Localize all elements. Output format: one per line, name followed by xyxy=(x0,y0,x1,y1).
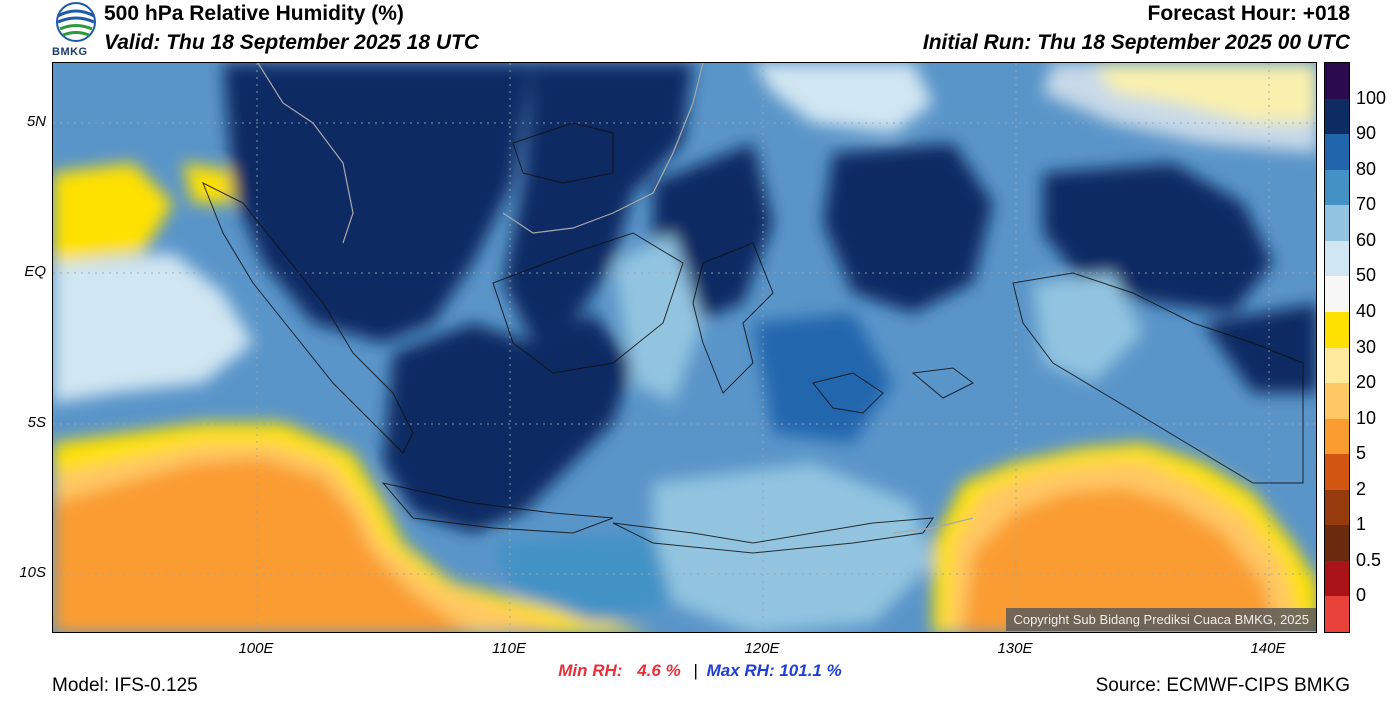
copyright-notice: Copyright Sub Bidang Prediksi Cuaca BMKG… xyxy=(1006,608,1316,631)
colorbar-label: 70 xyxy=(1356,194,1377,215)
logo-text: BMKG xyxy=(52,46,88,58)
humidity-map xyxy=(52,62,1317,633)
colorbar-segment xyxy=(1325,63,1349,99)
colorbar-label: 40 xyxy=(1356,300,1377,321)
forecast-hour: Forecast Hour: +018 xyxy=(1147,2,1351,25)
colorbar-segment xyxy=(1325,169,1349,206)
lon-label-130e: 130E xyxy=(997,640,1033,657)
colorbar-label: 60 xyxy=(1356,229,1377,250)
lat-label-eq: EQ xyxy=(24,263,46,280)
max-rh-label: Max RH: xyxy=(706,661,775,680)
colorbar-label: 90 xyxy=(1356,123,1377,144)
map-title: 500 hPa Relative Humidity (%) xyxy=(104,2,404,25)
colorbar-label: 50 xyxy=(1356,265,1377,286)
lat-label-5s: 5S xyxy=(27,414,46,431)
rh-stats: Min RH: 4.6 % | Max RH: 101.1 % xyxy=(0,661,1400,681)
colorbar-label: 1 xyxy=(1356,514,1367,535)
colorbar-segment xyxy=(1325,418,1349,455)
initial-run: Initial Run: Thu 18 September 2025 00 UT… xyxy=(922,31,1350,54)
min-rh-label: Min RH: xyxy=(558,661,623,680)
colorbar-label: 5 xyxy=(1356,443,1367,464)
colorbar-segment xyxy=(1325,240,1349,277)
colorbar-segment xyxy=(1325,525,1349,561)
data-source: Source: ECMWF-CIPS BMKG xyxy=(1095,675,1350,696)
colorbar-segment xyxy=(1325,205,1349,241)
colorbar-label: 100 xyxy=(1356,87,1387,108)
colorbar-segment xyxy=(1325,596,1349,632)
colorbar-segment xyxy=(1325,311,1349,348)
colorbar-segment xyxy=(1325,276,1349,312)
colorbar-label: 20 xyxy=(1356,372,1377,393)
model-info: Model: IFS-0.125 xyxy=(52,675,198,696)
colorbar-label: 0 xyxy=(1356,585,1367,606)
valid-time: Valid: Thu 18 September 2025 18 UTC xyxy=(104,31,480,54)
max-rh-value: 101.1 % xyxy=(779,661,842,680)
lon-label-120e: 120E xyxy=(744,640,780,657)
colorbar-label: 10 xyxy=(1356,407,1377,428)
colorbar-label: 0.5 xyxy=(1356,549,1382,570)
lon-label-100e: 100E xyxy=(238,640,274,657)
colorbar-segment xyxy=(1325,560,1349,597)
min-rh-value: 4.6 % xyxy=(637,661,681,680)
bmkg-logo xyxy=(52,2,100,60)
lon-label-140e: 140E xyxy=(1250,640,1286,657)
humidity-field xyxy=(53,63,1316,632)
colorbar-segment xyxy=(1325,347,1349,384)
colorbar xyxy=(1324,62,1350,633)
colorbar-segment xyxy=(1325,454,1349,490)
lon-label-110e: 110E xyxy=(492,640,526,657)
colorbar-label: 30 xyxy=(1356,336,1377,357)
colorbar-segment xyxy=(1325,489,1349,526)
lat-label-10s: 10S xyxy=(19,564,46,581)
colorbar-segment xyxy=(1325,383,1349,419)
colorbar-label: 2 xyxy=(1356,478,1367,499)
colorbar-segment xyxy=(1325,134,1349,170)
stats-separator: | xyxy=(693,661,698,680)
colorbar-label: 80 xyxy=(1356,158,1377,179)
lat-label-5n: 5N xyxy=(26,113,46,130)
colorbar-segment xyxy=(1325,98,1349,135)
